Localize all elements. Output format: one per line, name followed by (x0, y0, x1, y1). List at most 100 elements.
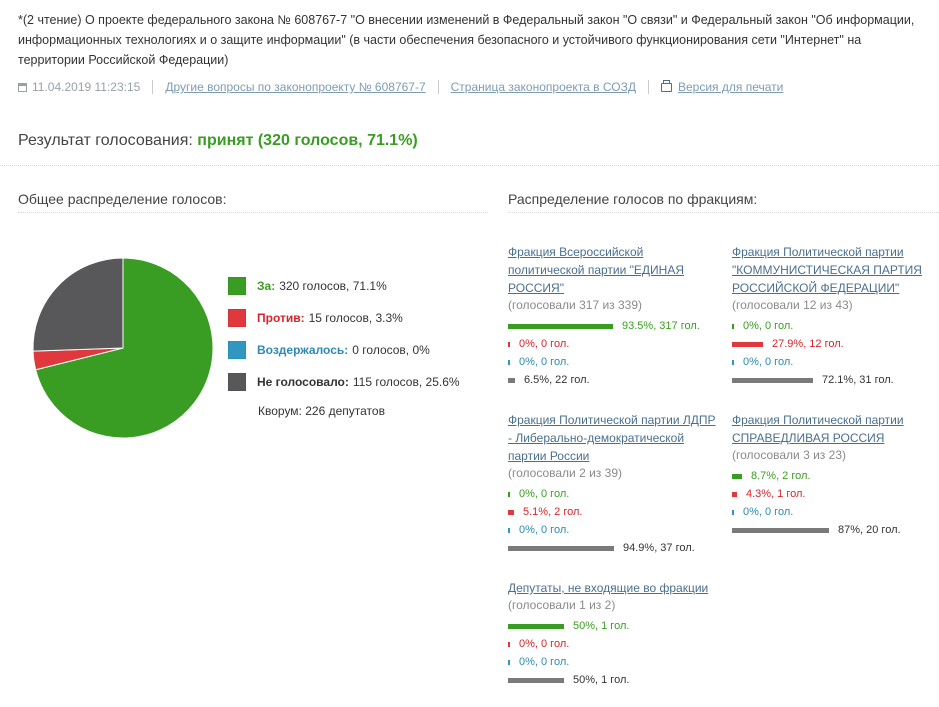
faction-block: Фракция Политической партии "КОММУНИСТИЧ… (732, 243, 932, 389)
bar-for (508, 323, 613, 329)
legend-value: 320 голосов, 71.1% (279, 279, 387, 293)
legend-swatch (228, 341, 246, 359)
bar-row-for: 93.5%, 317 гол. (508, 317, 720, 335)
bar-row-abstain: 0%, 0 гол. (508, 653, 728, 671)
bar-label: 6.5%, 22 гол. (524, 374, 590, 386)
legend-value: 115 голосов, 25.6% (352, 375, 460, 389)
bar-row-against: 4.3%, 1 гол. (732, 485, 932, 503)
faction-bars: 50%, 1 гол. 0%, 0 гол. 0%, 0 гол. 50%, 1 го… (508, 617, 728, 689)
bar-label: 0%, 0 гол. (743, 320, 794, 332)
printer-icon[interactable] (661, 79, 672, 92)
faction-block: Депутаты, не входящие во фракции (голосо… (508, 579, 728, 689)
bar-against (732, 341, 763, 347)
bar-abstain (732, 509, 734, 515)
bar-abstain (732, 359, 734, 365)
overall-title: Общее распределение голосов: (18, 191, 227, 207)
legend-against: Против: 15 голосов, 3.3% (228, 308, 460, 328)
bar-abstain (508, 527, 510, 533)
vote-result: Результат голосования: принят (320 голос… (18, 132, 418, 150)
divider (0, 165, 939, 166)
bar-label: 4.3%, 1 гол. (746, 488, 806, 500)
bar-absent (732, 527, 829, 533)
faction-name-link[interactable]: Фракция Политической партии ЛДПР - Либер… (508, 413, 716, 463)
bar-label: 0%, 0 гол. (519, 488, 570, 500)
legend-swatch (228, 277, 246, 295)
meta-bar: 11.04.2019 11:23:15 Другие вопросы по за… (18, 79, 784, 94)
bar-label: 87%, 20 гол. (838, 524, 901, 536)
legend-label: За: (257, 279, 276, 293)
bar-for (732, 473, 742, 479)
faction-bars: 0%, 0 гол. 27.9%, 12 гол. 0%, 0 гол. 72.1%,… (732, 317, 932, 389)
bar-label: 0%, 0 гол. (519, 656, 570, 668)
faction-block: Фракция Всероссийской политической парти… (508, 243, 720, 389)
bar-label: 27.9%, 12 гол. (772, 338, 844, 350)
bar-for (732, 323, 734, 329)
divider (18, 212, 488, 213)
bar-label: 0%, 0 гол. (519, 338, 570, 350)
page-title: *(2 чтение) О проекте федерального закон… (18, 13, 915, 67)
bar-absent (732, 377, 813, 383)
bar-label: 0%, 0 гол. (519, 524, 570, 536)
print-version-link[interactable]: Версия для печати (678, 80, 784, 94)
other-questions-link[interactable]: Другие вопросы по законопроекту № 608767… (165, 80, 426, 94)
faction-block: Фракция Политической партии СПРАВЕДЛИВАЯ… (732, 411, 932, 539)
bar-row-absent: 87%, 20 гол. (732, 521, 932, 539)
faction-name-link[interactable]: Фракция Политической партии "КОММУНИСТИЧ… (732, 245, 922, 295)
bar-label: 0%, 0 гол. (519, 356, 570, 368)
faction-name-link[interactable]: Фракция Политической партии СПРАВЕДЛИВАЯ… (732, 413, 904, 445)
bar-label: 72.1%, 31 гол. (822, 374, 894, 386)
faction-bars: 8.7%, 2 гол. 4.3%, 1 гол. 0%, 0 гол. 87%, 2… (732, 467, 932, 539)
legend-abstain: Воздержалось: 0 голосов, 0% (228, 340, 460, 360)
faction-voted: (голосовали 1 из 2) (508, 598, 616, 612)
bar-label: 93.5%, 317 гол. (622, 320, 700, 332)
faction-voted: (голосовали 317 из 339) (508, 298, 643, 312)
bar-label: 0%, 0 гол. (519, 638, 570, 650)
faction-name-link[interactable]: Депутаты, не входящие во фракции (508, 581, 709, 595)
faction-name-link[interactable]: Фракция Всероссийской политической парти… (508, 245, 685, 295)
quorum: Кворум: 226 депутатов (258, 404, 385, 418)
bar-abstain (508, 359, 510, 365)
bar-row-against: 0%, 0 гол. (508, 635, 728, 653)
legend-value: 15 голосов, 3.3% (308, 311, 403, 325)
legend-swatch (228, 309, 246, 327)
legend-label: Воздержалось: (257, 343, 349, 357)
vote-datetime: 11.04.2019 11:23:15 (32, 80, 141, 94)
faction-bars: 93.5%, 317 гол. 0%, 0 гол. 0%, 0 гол. 6.5%,… (508, 317, 720, 389)
vote-pie-chart (32, 257, 214, 439)
vote-result-value: принят (320 голосов, 71.1%) (197, 132, 418, 149)
bar-row-absent: 6.5%, 22 гол. (508, 371, 720, 389)
vote-result-label: Результат голосования: (18, 132, 193, 149)
bar-label: 8.7%, 2 гол. (751, 470, 811, 482)
bar-row-for: 0%, 0 гол. (508, 485, 720, 503)
separator (648, 80, 649, 94)
bar-against (732, 491, 737, 497)
bar-row-against: 5.1%, 2 гол. (508, 503, 720, 521)
legend-label: Против: (257, 311, 305, 325)
bar-absent (508, 677, 564, 683)
faction-voted: (голосовали 3 из 23) (732, 448, 846, 462)
factions-title: Распределение голосов по фракциям: (508, 191, 758, 207)
faction-voted: (голосовали 2 из 39) (508, 466, 622, 480)
bill-page-link[interactable]: Страница законопроекта в СОЗД (450, 80, 636, 94)
bar-row-absent: 50%, 1 гол. (508, 671, 728, 689)
bar-row-for: 0%, 0 гол. (732, 317, 932, 335)
bar-row-absent: 94.9%, 37 гол. (508, 539, 720, 557)
bar-row-against: 0%, 0 гол. (508, 335, 720, 353)
bar-label: 0%, 0 гол. (743, 506, 794, 518)
bar-absent (508, 545, 614, 551)
bar-label: 50%, 1 гол. (573, 674, 630, 686)
faction-voted: (голосовали 12 из 43) (732, 298, 853, 312)
pie-slice-absent (32, 257, 124, 352)
bar-row-abstain: 0%, 0 гол. (732, 503, 932, 521)
separator (152, 80, 154, 94)
bar-row-abstain: 0%, 0 гол. (732, 353, 932, 371)
legend-label: Не голосовало: (257, 375, 349, 389)
bar-label: 50%, 1 гол. (573, 620, 630, 632)
bar-row-against: 27.9%, 12 гол. (732, 335, 932, 353)
bar-row-abstain: 0%, 0 гол. (508, 521, 720, 539)
legend-value: 0 голосов, 0% (352, 343, 430, 357)
bar-row-absent: 72.1%, 31 гол. (732, 371, 932, 389)
pie-slice-for (35, 257, 214, 439)
divider (508, 212, 939, 213)
bar-absent (508, 377, 515, 383)
